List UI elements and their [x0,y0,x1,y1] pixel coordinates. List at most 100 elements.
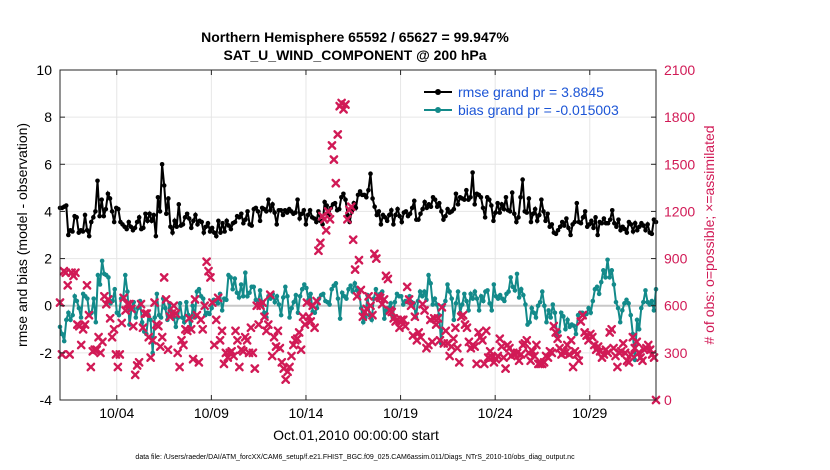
series-point-0 [382,215,388,220]
obs-count-marker [109,324,119,334]
series-point-0 [116,206,121,212]
series-point-0 [599,220,605,226]
obs-count-marker [306,317,316,326]
series-point-0 [439,209,444,214]
series-point-1 [253,297,259,303]
series-point-0 [436,200,442,206]
series-point-0 [557,224,563,230]
series-point-1 [125,289,130,294]
series-point-0 [184,211,190,217]
obs-count-marker [134,357,144,367]
series-point-1 [200,296,206,301]
y-axis-right-label: # of obs: o=possible; ×=assimilated [701,125,717,344]
series-point-1 [293,292,299,298]
obs-count-marker [420,306,429,315]
series-point-0 [366,187,371,193]
series-point-0 [641,223,646,228]
obs-count-marker [233,335,242,345]
obs-count-marker [294,328,304,337]
series-point-0 [270,202,275,207]
y-tick-right-label: 900 [664,251,688,267]
y-tick-left-label: 6 [44,156,52,172]
series-point-0 [591,225,596,231]
series-point-1 [432,296,438,301]
series-point-0 [424,205,430,211]
series-point-1 [283,284,288,290]
series-point-1 [516,295,522,300]
series-point-0 [511,211,517,217]
series-point-1 [548,315,553,320]
series-point-1 [257,288,263,293]
series-point-0 [257,218,263,224]
series-point-0 [278,207,284,213]
obs-count-marker [437,302,447,312]
series-point-1 [291,299,297,305]
series-point-1 [276,302,282,307]
x-tick-label: 10/29 [572,405,607,421]
obs-count-marker [260,312,269,322]
series-point-0 [343,197,348,202]
series-point-1 [622,301,627,306]
series-point-1 [514,271,520,277]
series-point-1 [430,302,436,307]
x-tick-label: 10/24 [478,405,513,421]
y-tick-right-label: 300 [664,345,688,361]
series-point-1 [215,301,221,306]
series-point-0 [445,206,450,212]
obs-count-marker [346,202,356,212]
obs-count-marker [173,348,183,358]
obs-count-marker [501,364,510,373]
series-point-1 [388,301,393,306]
obs-count-marker [431,320,441,329]
series-point-0 [612,220,617,226]
y-tick-right-label: 1800 [664,109,695,125]
series-point-1 [544,319,549,325]
series-point-1 [647,302,652,307]
series-point-0 [211,230,217,235]
obs-count-marker [632,337,642,347]
series-point-0 [418,211,423,217]
obs-count-marker [572,350,582,359]
obs-count-marker [275,343,285,353]
obs-count-marker [217,326,227,336]
series-point-1 [462,291,467,297]
series-point-0 [443,213,448,219]
series-point-1 [611,282,617,287]
obs-count-marker [148,335,157,345]
obs-count-marker [103,295,113,304]
obs-count-marker [514,356,524,366]
obs-count-marker [267,351,277,361]
series-point-1 [392,299,398,305]
legend: rmse grand pr = 3.8845 bias grand pr = -… [424,84,619,118]
series-point-1 [588,310,594,316]
series-point-0 [491,218,496,224]
series-point-0 [84,227,90,233]
series-point-1 [651,308,657,313]
series-point-1 [542,303,547,309]
series-point-0 [507,209,513,214]
series-point-0 [307,207,313,213]
obs-count-marker [261,326,271,336]
obs-count-marker [626,350,636,359]
series-point-1 [106,275,111,280]
series-point-1 [558,310,564,316]
obs-count-marker [194,357,204,367]
series-point-1 [398,293,404,299]
obs-count-marker [82,280,92,290]
obs-count-marker [188,354,198,364]
series-point-0 [176,202,182,207]
series-point-0 [609,207,615,213]
series-point-1 [590,298,596,304]
series-point-0 [128,224,134,230]
obs-count-marker [200,301,210,311]
series-point-0 [180,222,186,227]
series-point-1 [495,296,501,301]
series-point-1 [502,298,507,304]
obs-count-marker [323,207,333,216]
obs-count-marker [350,265,360,274]
series-point-0 [370,196,375,201]
series-point-0 [634,227,640,233]
series-point-0 [441,217,446,222]
series-point-1 [70,312,75,318]
obs-count-marker [564,350,574,359]
